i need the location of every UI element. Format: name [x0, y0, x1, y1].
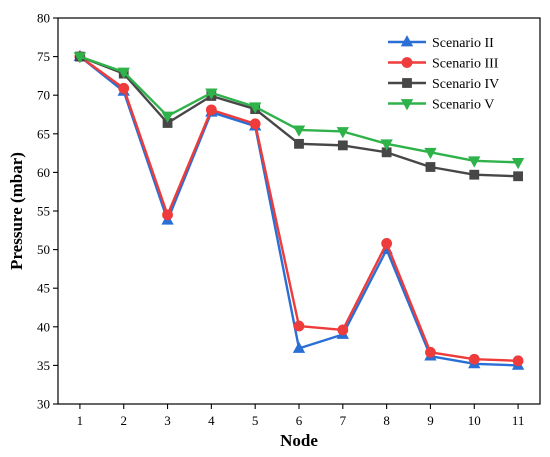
legend-item: Scenario IV — [388, 77, 499, 92]
x-axis-title: Node — [280, 431, 318, 450]
data-point — [205, 88, 218, 100]
data-point — [73, 52, 87, 64]
x-tick-label: 1 — [77, 413, 84, 428]
data-point — [337, 324, 349, 336]
series-4 — [73, 52, 525, 170]
data-point — [337, 140, 348, 151]
data-point — [425, 162, 436, 172]
data-point — [294, 138, 304, 149]
legend-label: Scenario II — [432, 36, 494, 51]
x-tick-label: 5 — [252, 413, 259, 428]
y-tick-label: 35 — [37, 358, 50, 373]
legend-marker — [402, 78, 412, 88]
axis-ticks — [53, 17, 519, 409]
data-point — [118, 82, 130, 94]
x-tick-label: 8 — [383, 413, 390, 428]
x-tick-label: 2 — [120, 413, 127, 428]
data-point — [292, 341, 306, 353]
data-point — [293, 320, 305, 332]
data-point — [511, 157, 525, 170]
series-layer — [73, 49, 525, 370]
data-point — [469, 169, 480, 180]
legend-marker — [400, 99, 414, 111]
y-tick-label: 60 — [37, 165, 50, 180]
legend-marker — [400, 35, 414, 47]
data-point — [249, 102, 262, 114]
y-tick-label: 50 — [37, 242, 50, 257]
x-tick-label: 3 — [164, 413, 171, 428]
legend-item: Scenario V — [388, 98, 494, 113]
x-tick-label: 7 — [340, 413, 347, 428]
data-point — [425, 346, 436, 358]
data-point — [381, 238, 393, 249]
y-tick-label: 80 — [37, 11, 50, 26]
data-point — [513, 171, 523, 182]
x-tick-label: 10 — [468, 413, 481, 428]
y-axis-title: Pressure (mbar) — [7, 152, 26, 270]
data-point — [468, 156, 481, 168]
data-point — [380, 139, 393, 151]
data-point — [249, 118, 261, 130]
data-point — [512, 355, 524, 367]
data-point — [161, 111, 174, 123]
data-point — [205, 104, 217, 116]
legend-item: Scenario III — [388, 57, 499, 72]
x-tick-label: 4 — [208, 413, 215, 428]
legend-label: Scenario IV — [432, 77, 499, 92]
y-tick-label: 55 — [37, 204, 50, 219]
y-tick-label: 30 — [37, 397, 50, 412]
y-tick-label: 40 — [37, 319, 50, 334]
data-point — [336, 127, 349, 139]
data-point — [468, 353, 480, 365]
plot-frame — [57, 17, 541, 405]
y-tick-label: 45 — [37, 281, 50, 296]
legend: Scenario II Scenario III Scenario IV Scenar… — [388, 35, 499, 113]
legend-label: Scenario V — [432, 98, 494, 113]
legend-item: Scenario II — [388, 35, 494, 51]
y-tick-label: 75 — [37, 49, 50, 64]
data-point — [424, 147, 437, 160]
x-tick-label: 9 — [427, 413, 434, 428]
legend-label: Scenario III — [432, 57, 499, 72]
x-tick-label: 11 — [512, 413, 525, 428]
legend-marker — [401, 57, 413, 68]
data-point — [292, 125, 306, 137]
data-point — [117, 67, 130, 79]
y-tick-label: 65 — [37, 126, 50, 141]
x-tick-label: 6 — [296, 413, 303, 428]
y-tick-label: 70 — [37, 88, 50, 103]
data-point — [162, 209, 173, 221]
